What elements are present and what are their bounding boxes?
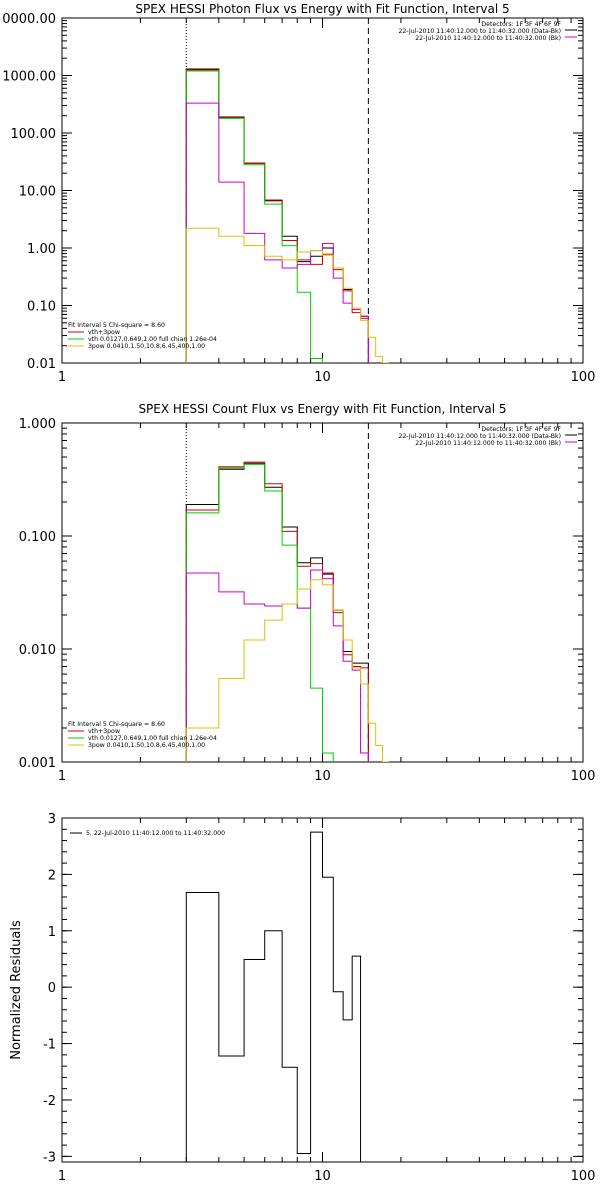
info-line: 22-Jul-2010 11:40:12.000 to 11:40:32.000… (398, 28, 561, 35)
series-1-histogram (185, 68, 369, 363)
legend-label: 3pow 0.0410,1.50,10.8,6.45,400,1.00 (88, 742, 205, 749)
series-4-histogram (185, 102, 369, 363)
chart-panel-3: 1 10 100 -3 -2 -1 0 1 2 3 Normalized Residuals 5, 2… (9, 812, 595, 1184)
series-group (185, 461, 389, 762)
y-tick-label: 0.10 (27, 300, 56, 315)
y-tick-label: 1.000 (19, 417, 56, 432)
y-tick-label: 1000.00 (2, 70, 56, 85)
y-tick-label: 0.001 (19, 756, 56, 771)
legend-label: 3pow 0.0410,1.50,10.8,6.45,400,1.00 (88, 343, 205, 350)
series-3-histogram (185, 463, 334, 762)
y-tick-label: 0.01 (27, 357, 56, 372)
series-group (185, 68, 389, 363)
series-1-histogram (185, 831, 362, 1162)
y-tick-label: 0.010 (19, 643, 56, 658)
legend-label: 5, 22-Jul-2010 11:40:12.000 to 11:40:32.… (86, 830, 225, 837)
y-tick-label: 10.00 (19, 185, 56, 200)
series-4-histogram (185, 569, 369, 762)
legend-label: vth+3pow (88, 329, 120, 336)
x-tick-label: 10 (314, 1169, 331, 1184)
x-tick-label: 1 (58, 1169, 66, 1184)
chart-panel-1: SPEX HESSI Photon Flux vs Energy with Fi… (2, 2, 595, 385)
y-tick-label: 2 (48, 868, 56, 883)
x-tick-label: 10 (314, 769, 331, 784)
legend-label: vth 0.0127,0.649,1.00 full chian 1.26e-0… (88, 735, 217, 742)
y-tick-label: 1.00 (27, 242, 56, 257)
y-tick-label: -2 (43, 1094, 56, 1109)
y-axis-label: Normalized Residuals (9, 920, 24, 1060)
x-tick-label: 100 (571, 1169, 596, 1184)
chart-title: SPEX HESSI Photon Flux vs Energy with Fi… (135, 2, 509, 16)
info-line: 22-Jul-2010 11:40:12.000 to 11:40:32.000… (415, 35, 561, 42)
y-tick-label: 3 (48, 812, 56, 827)
y-tick-label: -3 (43, 1150, 56, 1165)
y-tick-label: 0000.00 (2, 12, 56, 27)
legend-label: vth 0.0127,0.649,1.00 full chian 1.26e-0… (88, 336, 217, 343)
x-tick-label: 1 (58, 370, 66, 385)
y-tick-label: 0 (48, 981, 56, 996)
series-3-histogram (185, 70, 323, 363)
series-5-histogram (185, 579, 389, 762)
info-line: 22-Jul-2010 11:40:12.000 to 11:40:32.000… (398, 433, 561, 440)
series-2-histogram (185, 69, 369, 363)
x-tick-label: 100 (571, 370, 596, 385)
y-tick-label: 0.100 (19, 530, 56, 545)
y-tick-label: 1 (48, 925, 56, 940)
chart-panel-2: SPEX HESSI Count Flux vs Energy with Fit… (19, 402, 596, 784)
legend-label: Fit Interval 5 Chi-square = 8.60 (68, 322, 165, 329)
x-tick-label: 1 (58, 769, 66, 784)
legend-label: vth+3pow (88, 728, 120, 735)
x-tick-label: 100 (571, 769, 596, 784)
y-tick-label: 100.00 (11, 127, 57, 142)
info-line: 22-Jul-2010 11:40:12.000 to 11:40:32.000… (415, 440, 561, 447)
y-tick-label: -1 (43, 1038, 56, 1053)
x-tick-label: 10 (314, 370, 331, 385)
series-2-histogram (185, 461, 369, 762)
legend-label: Fit Interval 5 Chi-square = 8.60 (68, 721, 165, 728)
chart-title: SPEX HESSI Count Flux vs Energy with Fit… (138, 402, 506, 416)
plot-frame (61, 17, 584, 364)
info-line: Detectors: 1F 3F 4F 6F 9F (481, 426, 561, 433)
series-group (185, 831, 362, 1162)
info-line: Detectors: 1F 3F 4F 6F 9F (481, 21, 561, 28)
series-5-histogram (185, 227, 389, 363)
